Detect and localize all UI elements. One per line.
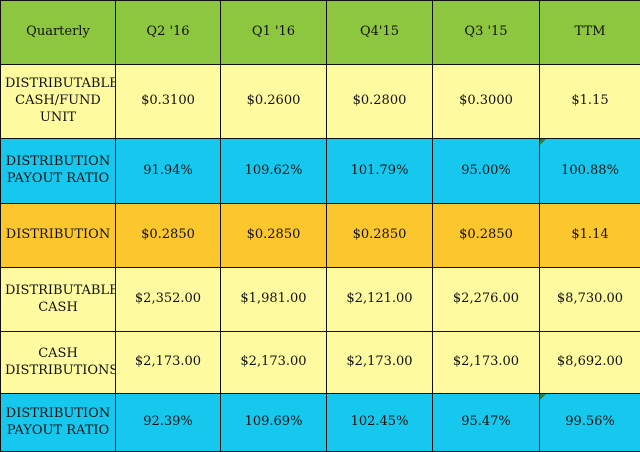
comment-marker-icon	[540, 139, 546, 145]
row-label-line: CASH/FUND	[15, 93, 101, 108]
table-row: DISTRIBUTION PAYOUT RATIO 92.39% 109.69%…	[1, 394, 640, 452]
value-text: 99.56%	[565, 414, 615, 429]
table-row: DISTRIBUTION $0.2850 $0.2850 $0.2850 $0.…	[1, 204, 640, 268]
value-cell: $0.2800	[327, 65, 433, 139]
value-cell-flagged: 100.88%	[540, 139, 640, 204]
header-column-cell: TTM	[540, 1, 640, 65]
value-cell: $2,173.00	[433, 332, 540, 394]
row-label-line: CASH	[38, 346, 78, 361]
row-label-cell: DISTRIBUTION	[1, 204, 116, 268]
value-cell: $2,173.00	[327, 332, 433, 394]
value-cell: $0.2850	[221, 204, 327, 268]
value-cell: 92.39%	[116, 394, 221, 452]
row-label-line: DISTRIBUTION	[6, 227, 110, 242]
row-label-line: PAYOUT RATIO	[7, 423, 109, 438]
header-column-cell: Q4'15	[327, 1, 433, 65]
value-cell: $2,276.00	[433, 268, 540, 332]
row-label-line: DISTRIBUTION	[6, 406, 110, 421]
value-cell: 109.69%	[221, 394, 327, 452]
row-label-line: CASH	[38, 300, 78, 315]
header-column-cell: Q3 '15	[433, 1, 540, 65]
comment-marker-icon	[540, 394, 546, 400]
header-label-cell: Quarterly	[1, 1, 116, 65]
value-cell: $2,352.00	[116, 268, 221, 332]
value-cell: 95.47%	[433, 394, 540, 452]
table-row: DISTRIBUTION PAYOUT RATIO 91.94% 109.62%…	[1, 139, 640, 204]
value-cell: $0.2850	[433, 204, 540, 268]
value-cell-flagged: 99.56%	[540, 394, 640, 452]
row-label-cell: DISTRIBUTION PAYOUT RATIO	[1, 394, 116, 452]
row-label-line: DISTRIBUTION	[6, 154, 110, 169]
header-row: Quarterly Q2 '16 Q1 '16 Q4'15 Q3 '15 TTM	[1, 1, 640, 65]
row-label-line: DISTRIBUTIONS	[5, 363, 116, 378]
row-label-line: PAYOUT RATIO	[7, 171, 109, 186]
value-cell: 109.62%	[221, 139, 327, 204]
value-cell: 91.94%	[116, 139, 221, 204]
row-label-cell: DISTRIBUTABLE CASH	[1, 268, 116, 332]
table-row: DISTRIBUTABLE CASH/FUND UNIT $0.3100 $0.…	[1, 65, 640, 139]
value-cell: $0.2850	[116, 204, 221, 268]
row-label-cell: DISTRIBUTION PAYOUT RATIO	[1, 139, 116, 204]
row-label-line: DISTRIBUTABLE	[5, 283, 116, 298]
value-cell: 101.79%	[327, 139, 433, 204]
row-label-line: UNIT	[40, 110, 76, 125]
value-cell: 102.45%	[327, 394, 433, 452]
value-cell: 95.00%	[433, 139, 540, 204]
value-cell: $1,981.00	[221, 268, 327, 332]
value-cell: $0.2600	[221, 65, 327, 139]
header-column-cell: Q2 '16	[116, 1, 221, 65]
value-text: 100.88%	[561, 163, 619, 178]
value-cell: $1.15	[540, 65, 640, 139]
value-cell: $1.14	[540, 204, 640, 268]
value-cell: $8,730.00	[540, 268, 640, 332]
header-column-cell: Q1 '16	[221, 1, 327, 65]
value-cell: $2,173.00	[116, 332, 221, 394]
table-row: CASH DISTRIBUTIONS $2,173.00 $2,173.00 $…	[1, 332, 640, 394]
value-cell: $0.2850	[327, 204, 433, 268]
value-cell: $2,121.00	[327, 268, 433, 332]
row-label-cell: CASH DISTRIBUTIONS	[1, 332, 116, 394]
value-cell: $0.3000	[433, 65, 540, 139]
row-label-line: DISTRIBUTABLE	[5, 76, 116, 91]
table-row: DISTRIBUTABLE CASH $2,352.00 $1,981.00 $…	[1, 268, 640, 332]
value-cell: $2,173.00	[221, 332, 327, 394]
value-cell: $8,692.00	[540, 332, 640, 394]
row-label-cell: DISTRIBUTABLE CASH/FUND UNIT	[1, 65, 116, 139]
value-cell: $0.3100	[116, 65, 221, 139]
